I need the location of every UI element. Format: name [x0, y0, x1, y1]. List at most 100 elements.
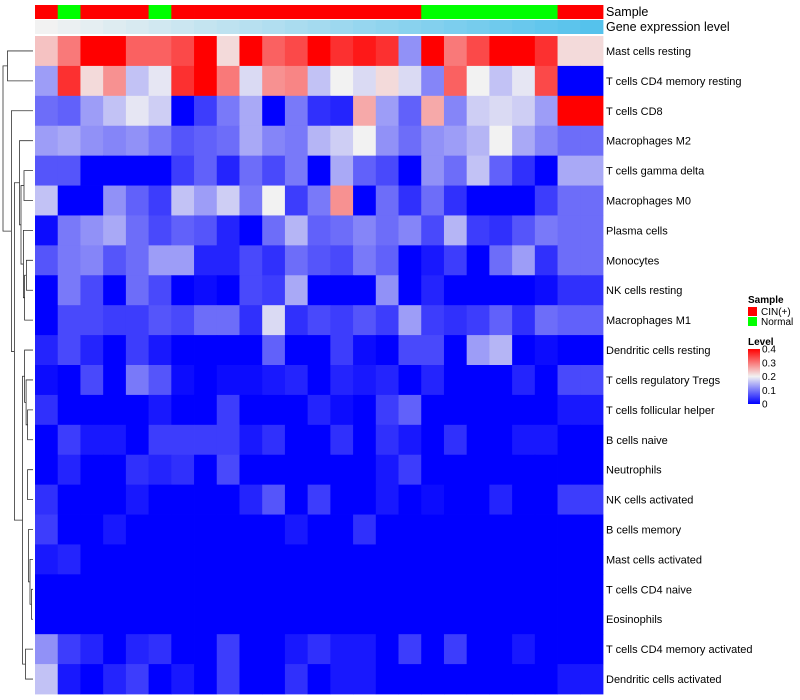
heatmap-cell — [353, 634, 377, 665]
heatmap-cell — [284, 335, 309, 366]
heatmap-cell — [307, 604, 331, 635]
heatmap-cell — [512, 574, 536, 605]
heatmap-cell — [398, 65, 422, 97]
row-label: Macrophages M0 — [606, 196, 691, 208]
heatmap-cell — [148, 664, 172, 695]
heatmap-cell — [534, 155, 558, 186]
heatmap-cell — [262, 275, 286, 306]
heatmap-cell — [443, 155, 468, 186]
heatmap-cell — [171, 484, 195, 515]
heatmap-cell — [194, 484, 218, 515]
gene-expression-annotation-label: Gene expression level — [606, 20, 730, 34]
sample-annotation-cell — [57, 5, 81, 19]
heatmap-cell — [534, 95, 558, 127]
heatmap-cell — [194, 574, 218, 605]
heatmap-cell — [194, 424, 218, 456]
heatmap-cell — [443, 215, 468, 246]
heatmap-cell — [534, 275, 558, 306]
heatmap-cell — [557, 215, 581, 246]
heatmap-cell — [443, 544, 468, 575]
heatmap-cell — [262, 574, 286, 605]
heatmap-cell — [353, 544, 377, 575]
heatmap-cell — [307, 95, 331, 127]
heatmap-cell — [421, 634, 445, 665]
heatmap-cell — [239, 484, 263, 515]
heatmap-cell — [398, 424, 422, 456]
heatmap-cell — [353, 335, 377, 366]
heatmap-cell — [284, 305, 309, 336]
heatmap-cell — [103, 305, 127, 336]
heatmap-cell — [512, 36, 536, 67]
heatmap-cell — [443, 424, 468, 456]
heatmap-cell — [148, 514, 172, 545]
heatmap-cell — [557, 95, 581, 127]
heatmap-cell — [125, 65, 149, 97]
heatmap-cell — [239, 574, 263, 605]
gene-expression-annotation-cell — [534, 20, 558, 34]
heatmap-cell — [557, 125, 581, 157]
heatmap-cell — [103, 335, 127, 366]
gene-expression-annotation-cell — [194, 20, 218, 34]
heatmap-cell — [57, 36, 81, 67]
heatmap-cell — [57, 454, 81, 486]
heatmap-cell — [35, 484, 59, 515]
sample-annotation-cell — [216, 5, 240, 19]
heatmap-cell — [103, 544, 127, 575]
heatmap-cell — [148, 95, 172, 127]
heatmap-cell — [35, 604, 59, 635]
heatmap-cell — [534, 544, 558, 575]
sample-annotation-cell — [466, 5, 490, 19]
heatmap-cell — [80, 544, 104, 575]
heatmap-cell — [398, 335, 422, 366]
heatmap-cell — [443, 185, 468, 216]
heatmap-cell — [580, 155, 604, 186]
heatmap-cell — [375, 484, 399, 515]
heatmap-cell — [307, 155, 331, 186]
heatmap-cell — [421, 335, 445, 366]
heatmap-cell — [103, 484, 127, 515]
heatmap-cell — [262, 305, 286, 336]
heatmap-cell — [216, 36, 240, 67]
heatmap-cell — [171, 664, 195, 695]
heatmap-cell — [57, 484, 81, 515]
heatmap-cell — [57, 185, 81, 216]
heatmap-cell — [307, 215, 331, 246]
heatmap-cell — [103, 365, 127, 396]
sample-annotation-cell — [375, 5, 399, 19]
heatmap-cell — [580, 484, 604, 515]
heatmap-cell — [466, 155, 490, 186]
heatmap-cell — [398, 604, 422, 635]
heatmap-cell — [466, 125, 490, 157]
row-label: T cells regulatory Tregs — [606, 375, 721, 387]
heatmap-cell — [330, 514, 354, 545]
heatmap-cell — [353, 185, 377, 216]
heatmap-cell — [398, 245, 422, 276]
heatmap-cell — [284, 514, 309, 545]
heatmap-cell — [103, 155, 127, 186]
heatmap-cell — [375, 65, 399, 97]
heatmap-cell — [421, 365, 445, 396]
heatmap-cell — [284, 454, 309, 486]
sample-annotation-cell — [148, 5, 172, 19]
row-label: Mast cells resting — [606, 46, 691, 58]
heatmap-cell — [466, 664, 490, 695]
heatmap-cell — [216, 664, 240, 695]
heatmap-cell — [80, 634, 104, 665]
heatmap-cell — [103, 604, 127, 635]
row-label: Neutrophils — [606, 465, 662, 477]
heatmap-cell — [216, 604, 240, 635]
heatmap-cell — [171, 634, 195, 665]
heatmap-cell — [398, 484, 422, 515]
heatmap-cell — [330, 125, 354, 157]
heatmap-cell — [466, 215, 490, 246]
heatmap-cell — [489, 155, 513, 186]
heatmap-cell — [262, 65, 286, 97]
row-label: T cells CD4 memory resting — [606, 76, 742, 88]
heatmap-cell — [148, 544, 172, 575]
heatmap-cell — [239, 335, 263, 366]
heatmap-cell — [216, 394, 240, 426]
heatmap-cell — [239, 215, 263, 246]
heatmap-cell — [57, 394, 81, 426]
heatmap-cell — [171, 335, 195, 366]
heatmap-cell — [80, 335, 104, 366]
